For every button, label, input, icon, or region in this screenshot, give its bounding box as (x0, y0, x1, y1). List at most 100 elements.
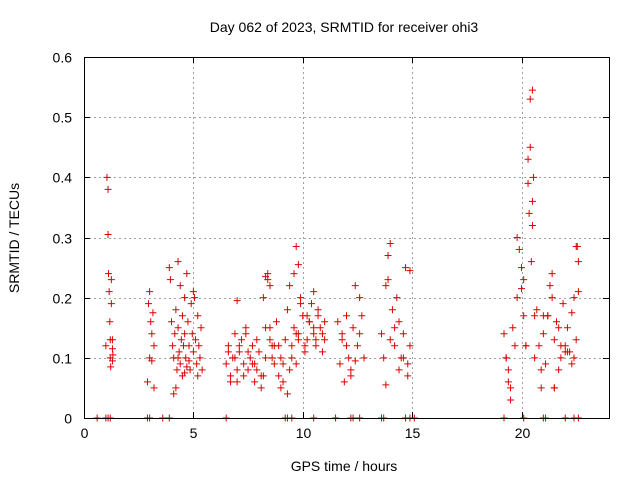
data-point (172, 384, 180, 392)
data-point (406, 267, 414, 275)
data-point (268, 342, 276, 350)
data-point (251, 378, 259, 386)
data-point (178, 312, 186, 320)
data-point (264, 276, 272, 284)
data-point (308, 300, 315, 308)
data-point (240, 360, 248, 368)
data-point (570, 294, 578, 302)
data-point (109, 351, 117, 359)
data-point (181, 294, 189, 302)
gridlines (84, 57, 609, 418)
data-point (246, 354, 254, 362)
data-point (281, 336, 289, 344)
data-point (388, 306, 396, 314)
data-point (520, 312, 528, 320)
data-point (279, 360, 287, 368)
data-point (168, 318, 175, 326)
data-point (310, 324, 318, 332)
data-point (150, 342, 158, 350)
data-point (351, 357, 359, 365)
data-point (542, 360, 550, 368)
data-point (184, 318, 192, 326)
data-point (336, 360, 344, 368)
data-point (105, 288, 113, 296)
data-point (537, 366, 545, 374)
axis-ticks (84, 57, 609, 419)
data-point (356, 294, 364, 302)
data-point (166, 276, 174, 284)
y-tick-label: 0 (64, 411, 72, 427)
data-point (303, 312, 311, 320)
data-point (314, 312, 322, 320)
data-point (253, 336, 261, 344)
data-point (310, 288, 318, 296)
data-point (513, 234, 521, 241)
data-point (297, 300, 305, 308)
data-point (253, 366, 261, 374)
data-point (231, 354, 239, 362)
data-point (143, 378, 151, 386)
data-point (321, 318, 329, 326)
data-point (380, 354, 388, 362)
data-point (358, 312, 366, 320)
data-point (347, 366, 355, 374)
data-point (294, 336, 302, 344)
data-point (500, 330, 508, 338)
data-point (527, 258, 535, 266)
data-point (535, 342, 543, 350)
data-point (526, 95, 534, 103)
data-point (338, 336, 346, 344)
y-tick-labels: 0 0.1 0.2 0.3 0.4 0.5 0.6 (53, 50, 73, 427)
data-point (353, 342, 361, 350)
data-point (524, 179, 532, 187)
x-axis-label: GPS time / hours (291, 458, 398, 474)
data-point (310, 330, 318, 338)
data-point (283, 390, 291, 398)
data-point (314, 306, 322, 314)
data-point (386, 240, 394, 248)
data-point (334, 318, 342, 326)
data-point (150, 384, 158, 392)
data-point (174, 258, 182, 266)
data-point (172, 306, 180, 314)
data-point (548, 270, 556, 278)
x-tick-label: 5 (190, 425, 198, 441)
data-point (338, 330, 346, 338)
data-point (235, 348, 243, 356)
data-point (182, 354, 190, 362)
data-point (176, 282, 184, 290)
data-point (546, 282, 554, 290)
data-points (93, 86, 582, 422)
data-point (183, 363, 191, 371)
data-point (194, 312, 202, 320)
data-point (528, 86, 536, 94)
data-point (290, 324, 298, 332)
data-point (351, 282, 359, 290)
data-point (537, 384, 545, 392)
data-point (224, 342, 232, 350)
data-point (227, 372, 235, 380)
data-point (268, 354, 276, 362)
data-point (518, 285, 525, 293)
x-tick-labels: 0 5 10 15 20 (81, 425, 531, 441)
data-point (539, 312, 547, 320)
data-point (227, 378, 235, 386)
data-point (231, 330, 239, 338)
data-point (187, 300, 195, 308)
data-point (321, 336, 329, 344)
data-point (292, 330, 300, 338)
data-point (198, 366, 206, 374)
data-point (548, 294, 556, 302)
y-tick-label: 0.5 (53, 110, 73, 126)
data-point (242, 324, 250, 332)
data-point (185, 342, 193, 350)
data-point (533, 306, 541, 314)
data-point (270, 360, 278, 368)
data-point (557, 354, 565, 362)
data-point (196, 354, 204, 362)
data-point (557, 342, 565, 350)
data-point (515, 246, 523, 254)
data-point (553, 318, 560, 326)
data-point (189, 288, 197, 296)
